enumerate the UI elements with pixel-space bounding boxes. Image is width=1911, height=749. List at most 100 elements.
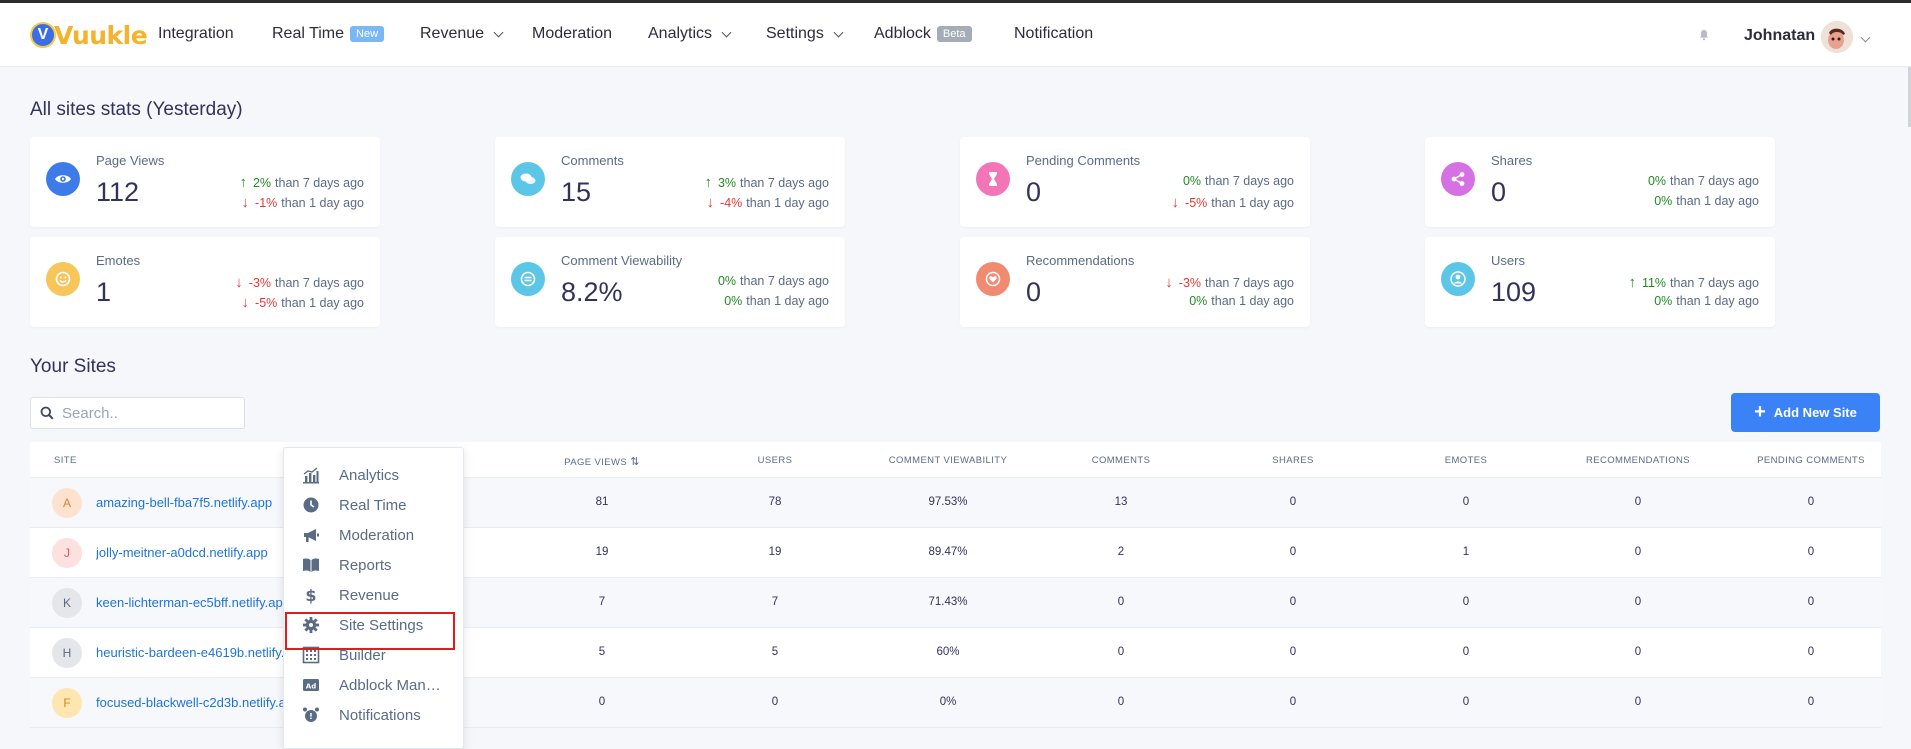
stat-trend: 0% than 7 days ago [1183, 174, 1294, 188]
table-cell: 71.43% [928, 596, 968, 608]
col-shares[interactable]: SHARES [1272, 455, 1314, 466]
sort-icon[interactable]: ⇅ [630, 456, 640, 468]
site-link[interactable]: heuristic-bardeen-e4619b.netlify.app [96, 645, 286, 660]
user-icon [1441, 262, 1475, 296]
search-input[interactable] [62, 404, 232, 422]
nav-analytics[interactable]: Analytics [648, 25, 732, 43]
site-avatar: A [52, 488, 82, 518]
menu-item-builder[interactable]: Builder [284, 640, 465, 670]
trend-percent: 3% [717, 175, 737, 190]
nav-notification[interactable]: Notification [1014, 25, 1093, 43]
nav-settings-label: Settings [766, 25, 824, 42]
menu-item-adblock-manager[interactable]: Ad Adblock Manager [284, 670, 465, 700]
username[interactable]: Johnatan [1744, 27, 1816, 44]
menu-item-reports[interactable]: Reports [284, 550, 465, 580]
table-cell: 0 [1117, 646, 1125, 658]
col-page-views[interactable]: PAGE VIEWS ⇅ [564, 455, 640, 468]
trend-percent: 0% [724, 294, 743, 308]
vuukle-logo[interactable]: V Vuukle [30, 17, 148, 53]
trend-percent: 2% [252, 175, 272, 190]
menu-item-real-time[interactable]: Real Time [284, 490, 465, 520]
stat-card-comment-viewability: Comment Viewability 8.2% 0% than 7 days ago… [495, 237, 845, 327]
svg-text:!: ! [309, 712, 313, 721]
stat-value: 0 [1491, 177, 1507, 207]
plus-icon: + [1754, 401, 1766, 423]
stat-trend: ↑ 11% than 7 days ago [1628, 274, 1759, 291]
trend-text: than 1 day ago [1676, 194, 1759, 208]
user-avatar[interactable] [1821, 21, 1853, 53]
menu-item-site-settings[interactable]: Site Settings [284, 610, 465, 640]
bell-icon[interactable] [1698, 29, 1710, 41]
col-comments[interactable]: COMMENTS [1091, 455, 1151, 466]
table-cell: 0 [1117, 596, 1125, 608]
table-cell: 0 [1462, 646, 1470, 658]
table-cell: 0 [1462, 496, 1470, 508]
trend-percent: 0% [1647, 174, 1667, 188]
stat-trend: ↓ -3% than 7 days ago [235, 274, 364, 291]
trend-text: than 7 days ago [275, 275, 364, 290]
menu-item-analytics[interactable]: Analytics [284, 460, 465, 490]
stat-trend: 0% than 1 day ago [1189, 294, 1294, 308]
nav-realtime[interactable]: Real Time New [272, 25, 385, 43]
menu-item-label: Site Settings [339, 616, 424, 634]
add-new-site-button[interactable]: + Add New Site [1731, 393, 1880, 432]
trend-percent: -4% [720, 195, 743, 210]
stat-value: 15 [561, 177, 592, 207]
site-link[interactable]: jolly-meitner-a0dcd.netlify.app [96, 545, 268, 560]
menu-item-moderation[interactable]: Moderation [284, 520, 465, 550]
nav-moderation[interactable]: Moderation [532, 25, 612, 43]
nav-adblock[interactable]: Adblock Beta [874, 25, 972, 43]
site-link[interactable]: focused-blackwell-c2d3b.netlify.app [96, 695, 286, 710]
menu-item-label: Real Time [339, 496, 407, 514]
arrow-down-icon: ↓ [241, 294, 250, 311]
stat-value: 109 [1491, 277, 1537, 307]
viewability-icon [511, 262, 545, 296]
trend-percent: -5% [1185, 195, 1208, 210]
trend-text: than 7 days ago [740, 175, 829, 190]
nav-integration[interactable]: Integration [158, 25, 234, 43]
table-cell: 78 [768, 496, 782, 508]
nav-revenue[interactable]: Revenue [420, 25, 504, 43]
scrollbar[interactable] [1908, 67, 1911, 127]
stat-trend: ↓ -3% than 7 days ago [1165, 274, 1294, 291]
stat-label: Pending Comments [1026, 153, 1141, 168]
trend-text: than 7 days ago [1205, 275, 1294, 290]
col-users[interactable]: USERS [757, 455, 793, 466]
menu-item-revenue[interactable]: $ Revenue [284, 580, 465, 610]
trend-text: than 1 day ago [1211, 195, 1294, 210]
trend-percent: 0% [1654, 294, 1673, 308]
book-icon [301, 555, 321, 575]
site-avatar: H [52, 638, 82, 668]
stat-card-users: Users 109 ↑ 11% than 7 days ago 0% than 1 day … [1425, 237, 1775, 327]
col-recommendations[interactable]: RECOMMENDATIONS [1586, 455, 1690, 466]
col-comment-viewability[interactable]: COMMENT VIEWABILITY [888, 455, 1008, 466]
table-cell: 0 [1117, 696, 1125, 708]
trend-text: than 7 days ago [1205, 174, 1294, 188]
smile-icon [46, 262, 80, 296]
table-cell: 7 [771, 596, 779, 608]
table-cell: 19 [595, 546, 609, 558]
table-cell: 89.47% [928, 546, 968, 558]
menu-item-label: Adblock Manager [339, 676, 449, 694]
table-cell: 0 [771, 696, 779, 708]
trend-percent: -3% [248, 275, 272, 290]
col-emotes[interactable]: EMOTES [1444, 455, 1488, 466]
ad-icon: Ad [301, 675, 321, 695]
stat-label: Comment Viewability [561, 253, 683, 268]
col-pending-comments[interactable]: PENDING COMMENTS [1757, 455, 1865, 466]
table-cell: 2 [1117, 546, 1125, 558]
col-site[interactable]: SITE [54, 455, 77, 466]
menu-item-notifications[interactable]: ! Notifications [284, 700, 465, 730]
table-cell: 0 [1807, 546, 1815, 558]
site-link[interactable]: amazing-bell-fba7f5.netlify.app [96, 495, 273, 510]
beta-badge: Beta [936, 26, 972, 42]
site-link[interactable]: keen-lichterman-ec5bff.netlify.app [96, 595, 286, 610]
table-cell: 0 [1634, 496, 1642, 508]
menu-item-label: Moderation [339, 526, 415, 544]
nav-settings[interactable]: Settings [766, 25, 844, 43]
trend-text: than 1 day ago [746, 195, 829, 210]
user-menu-chevron-icon[interactable] [1860, 32, 1871, 43]
stat-value: 1 [96, 277, 112, 307]
